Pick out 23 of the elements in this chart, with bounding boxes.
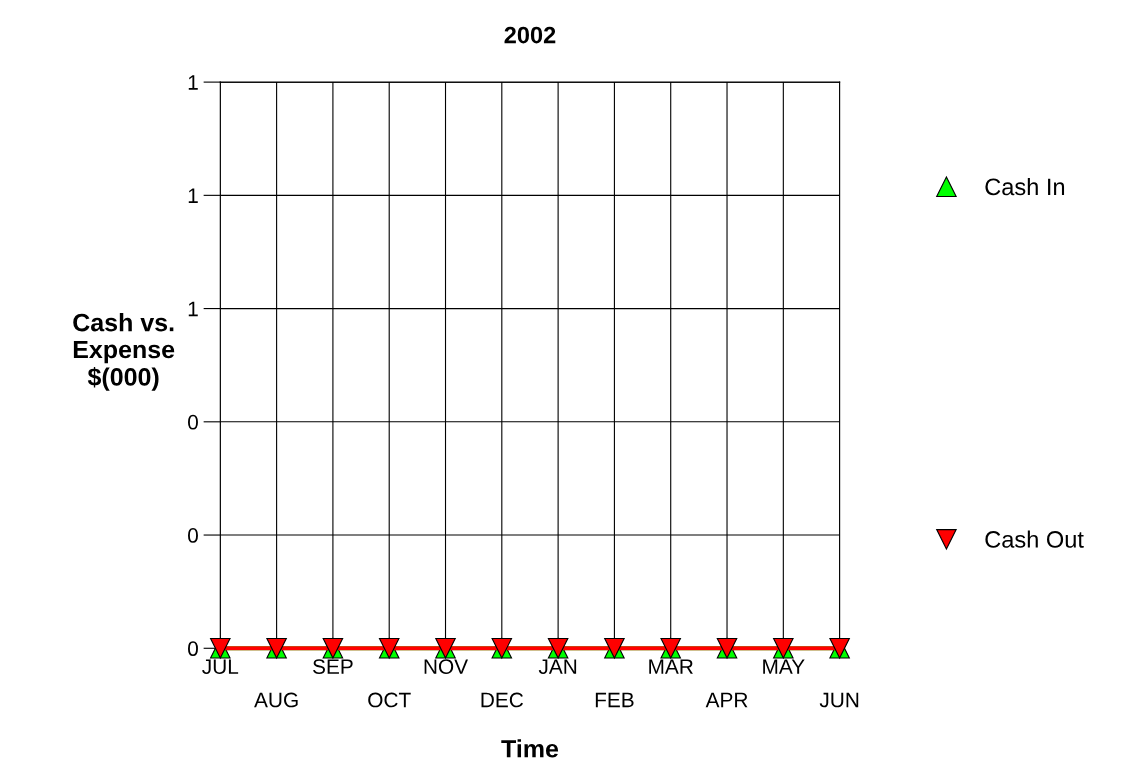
x-tick-label: JUN (819, 692, 859, 708)
x-tick-label: APR (705, 692, 748, 708)
x-tick-label: DEC (481, 692, 524, 708)
y-tick-label: 1 (188, 188, 198, 203)
x-tick-label: MAY (763, 659, 805, 674)
y-tick-label: 0 (188, 641, 198, 657)
y-tick-label: 0 (188, 528, 198, 543)
x-axis-title: Time (501, 739, 559, 758)
x-tick-label: JAN (538, 659, 577, 674)
y-tick-label: 1 (188, 301, 198, 317)
y-axis-title: Cash vs. Expense $(000) (73, 313, 175, 391)
legend-label: Cash Out (985, 530, 1084, 548)
legend-label: Cash In (985, 177, 1065, 196)
x-tick-label: MAR (649, 659, 693, 674)
x-tick-label: OCT (368, 692, 411, 708)
y-tick-label: 0 (188, 414, 198, 430)
x-tick-label: AUG (254, 692, 298, 708)
x-tick-label: NOV (424, 659, 468, 674)
x-tick-label: JUL (202, 659, 239, 674)
y-tick-label: 1 (188, 75, 198, 90)
x-tick-label: FEB (595, 692, 634, 708)
chart-title: 2002 (504, 26, 556, 44)
x-tick-label: SEP (313, 659, 353, 674)
